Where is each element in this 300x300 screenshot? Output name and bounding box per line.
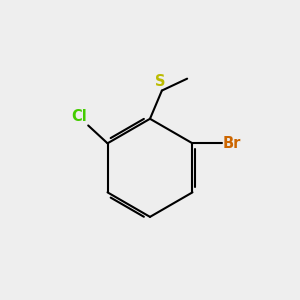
Text: S: S [155,74,166,89]
Text: Br: Br [223,136,241,151]
Text: Cl: Cl [71,109,87,124]
